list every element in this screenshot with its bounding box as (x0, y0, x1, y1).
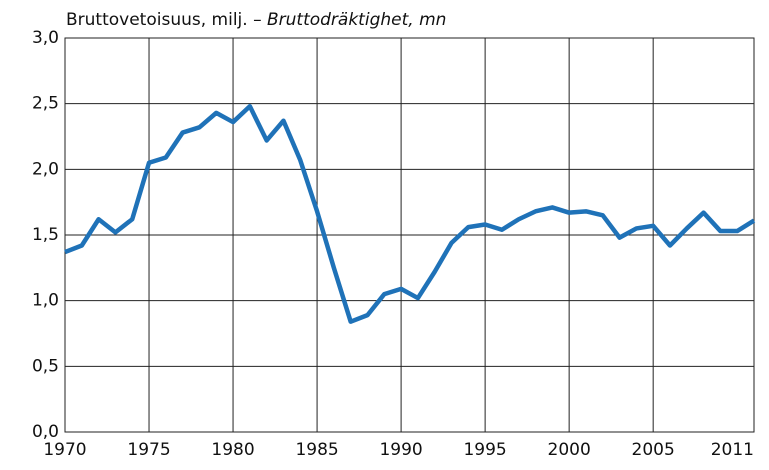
data-line (64, 104, 756, 324)
x-tick-label: 1990 (379, 440, 422, 460)
x-tick-label: 1985 (295, 440, 338, 460)
y-tick-label: 3,0 (32, 28, 59, 48)
y-tick-label: 0,5 (32, 356, 59, 376)
y-tick-label: 1,5 (32, 225, 59, 245)
title-part: Bruttovetoisuus, milj. – (66, 10, 262, 30)
title-part: Bruttodräktighet, mn (267, 10, 446, 30)
y-tick-label: 0,0 (32, 422, 59, 442)
plot-frame (64, 37, 755, 433)
x-tick-label: 1970 (43, 440, 86, 460)
y-tick-label: 2,0 (32, 159, 59, 179)
x-tick-label: 2005 (632, 440, 675, 460)
y-tick-label: 1,0 (32, 291, 59, 311)
x-tick-label: 2011 (711, 440, 754, 460)
y-tick-label: 2,5 (32, 94, 59, 114)
chart-title: Bruttovetoisuus, milj. – Bruttodräktighe… (66, 10, 446, 30)
x-tick-label: 1995 (463, 440, 506, 460)
x-tick-label: 1980 (211, 440, 254, 460)
x-tick-label: 1975 (127, 440, 170, 460)
x-tick-label: 2000 (548, 440, 591, 460)
